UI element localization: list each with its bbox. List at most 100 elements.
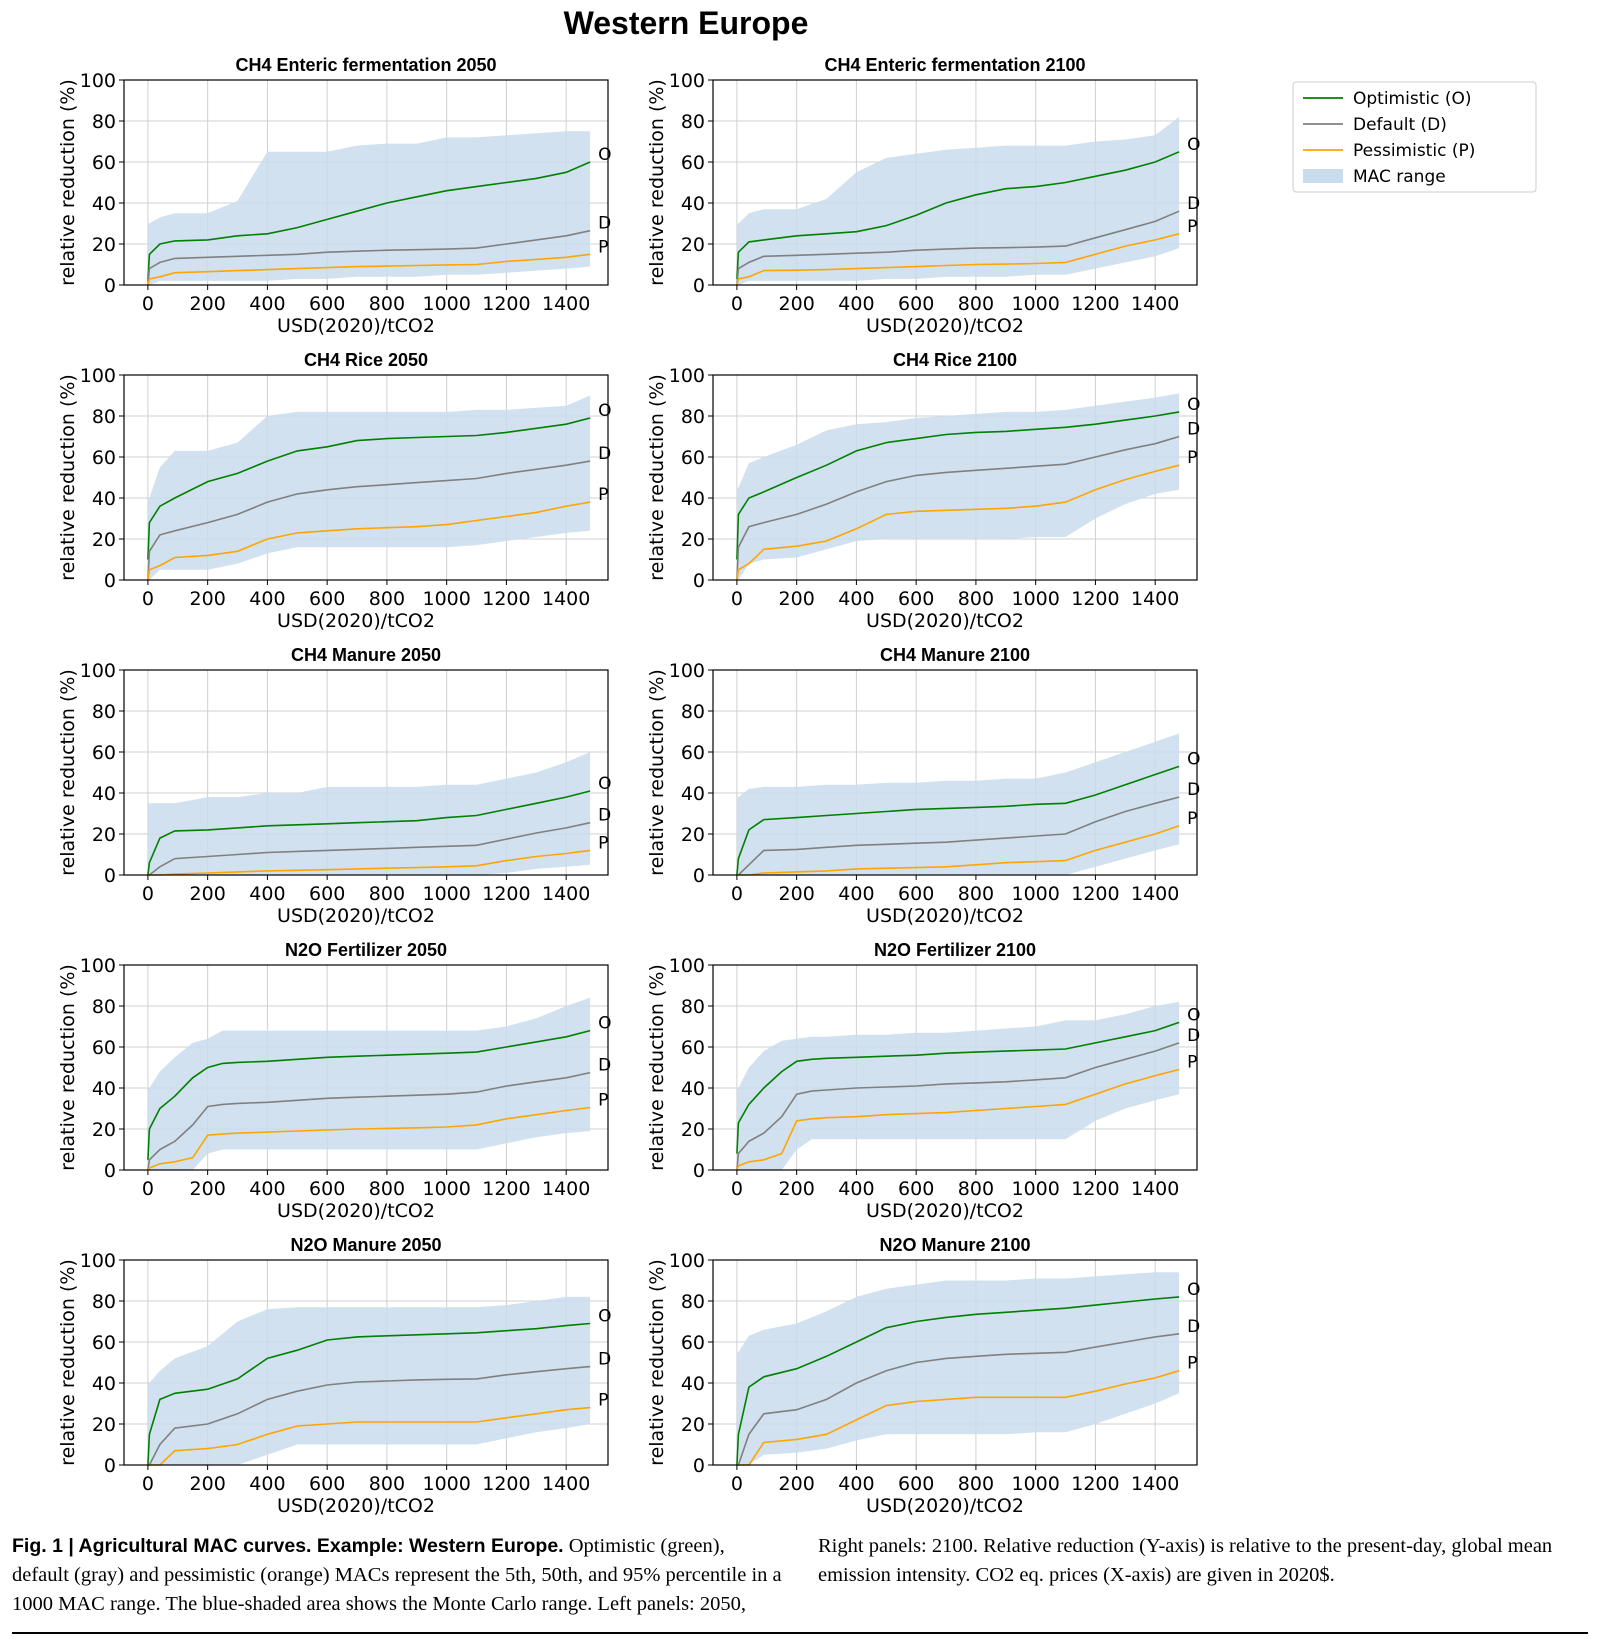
x-tick-label: 400: [838, 588, 874, 610]
y-tick-label: 0: [693, 865, 705, 887]
y-axis-label: relative reduction (%): [57, 669, 79, 876]
series-line: [736, 464, 1180, 581]
series-end-label: P: [598, 237, 608, 257]
series-line: [147, 460, 591, 581]
figure-suptitle: Western Europe: [564, 5, 809, 41]
x-tick-label: 400: [838, 883, 874, 905]
panel-title: CH4 Manure 2100: [880, 645, 1030, 665]
y-axis-label: relative reduction (%): [646, 374, 668, 581]
bottom-rule: [12, 1632, 1588, 1634]
y-tick-label: 0: [104, 865, 116, 887]
x-tick-label: 200: [190, 883, 226, 905]
series-line: [147, 790, 591, 876]
series-line: [736, 1021, 1180, 1154]
series-line: [736, 825, 1180, 876]
mac-range-band: [736, 1272, 1180, 1465]
series-end-label: D: [1187, 420, 1200, 440]
panel-title: N2O Manure 2100: [879, 1235, 1030, 1255]
axes-frame: [123, 964, 609, 1171]
y-tick-label: 20: [681, 234, 705, 256]
y-tick-label: 100: [669, 70, 705, 92]
series-end-label: O: [1187, 395, 1200, 415]
series-end-label: P: [1187, 1053, 1197, 1073]
series-end-label: D: [1187, 1026, 1200, 1046]
panel-title: CH4 Manure 2050: [291, 645, 441, 665]
x-axis-label: USD(2020)/tCO2: [866, 610, 1024, 632]
y-tick-label: 20: [681, 1119, 705, 1141]
x-axis-label: USD(2020)/tCO2: [866, 315, 1024, 337]
y-tick-label: 100: [669, 660, 705, 682]
y-tick-label: 40: [92, 783, 116, 805]
y-tick-label: 80: [92, 111, 116, 133]
x-tick-label: 200: [190, 588, 226, 610]
x-tick-label: 1400: [542, 588, 590, 610]
series-end-label: D: [598, 1350, 611, 1370]
panel-title: CH4 Rice 2050: [304, 350, 428, 370]
axes-frame: [123, 669, 609, 876]
y-tick-label: 100: [80, 660, 116, 682]
panel-title: CH4 Rice 2100: [893, 350, 1017, 370]
mac-range-band: [147, 997, 591, 1170]
legend-label: Pessimistic (P): [1353, 141, 1475, 161]
y-tick-label: 60: [92, 742, 116, 764]
x-tick-label: 1400: [542, 1178, 590, 1200]
series-line: [147, 501, 591, 581]
y-tick-label: 80: [681, 406, 705, 428]
x-tick-label: 1400: [1131, 1473, 1179, 1495]
series-end-label: D: [1187, 780, 1200, 800]
y-tick-label: 100: [669, 955, 705, 977]
y-tick-label: 0: [104, 1455, 116, 1477]
x-tick-label: 800: [958, 883, 994, 905]
y-tick-label: 20: [92, 1119, 116, 1141]
series-end-label: D: [1187, 1317, 1200, 1337]
panel-title: N2O Manure 2050: [290, 1235, 441, 1255]
y-axis-label: relative reduction (%): [646, 669, 668, 876]
y-tick-label: 100: [80, 365, 116, 387]
x-tick-label: 0: [731, 1473, 743, 1495]
x-tick-label: 1000: [1011, 293, 1059, 315]
x-tick-label: 200: [779, 883, 815, 905]
y-tick-label: 60: [92, 152, 116, 174]
series-line: [147, 1071, 591, 1171]
x-axis-label: USD(2020)/tCO2: [866, 1200, 1024, 1222]
x-tick-label: 1000: [1011, 588, 1059, 610]
x-tick-label: 600: [898, 1178, 934, 1200]
series-end-label: D: [598, 444, 611, 464]
x-tick-label: 1200: [482, 293, 530, 315]
series-line: [736, 1369, 1180, 1466]
x-tick-label: 600: [309, 883, 345, 905]
y-tick-label: 100: [80, 955, 116, 977]
axes-frame: [712, 374, 1198, 581]
x-tick-label: 800: [958, 588, 994, 610]
y-tick-label: 60: [92, 1332, 116, 1354]
series-line: [147, 1406, 591, 1466]
x-tick-label: 0: [731, 1178, 743, 1200]
x-axis-label: USD(2020)/tCO2: [866, 1495, 1024, 1517]
axes-frame: [123, 374, 609, 581]
x-tick-label: 1200: [482, 1473, 530, 1495]
y-tick-label: 60: [681, 1037, 705, 1059]
x-tick-label: 1200: [1071, 1178, 1119, 1200]
y-tick-label: 80: [92, 406, 116, 428]
x-tick-label: 0: [731, 883, 743, 905]
panel-title: CH4 Enteric fermentation 2050: [235, 55, 496, 75]
x-tick-label: 400: [249, 1473, 285, 1495]
y-tick-label: 40: [681, 783, 705, 805]
x-tick-label: 1000: [1011, 883, 1059, 905]
y-tick-label: 40: [681, 193, 705, 215]
x-tick-label: 600: [309, 588, 345, 610]
y-axis-label: relative reduction (%): [57, 374, 79, 581]
x-tick-label: 800: [369, 293, 405, 315]
series-line: [147, 253, 591, 286]
x-tick-label: 800: [369, 1178, 405, 1200]
x-tick-label: 1000: [422, 293, 470, 315]
mac-range-band: [736, 393, 1180, 580]
y-tick-label: 100: [669, 1250, 705, 1272]
x-tick-label: 1400: [1131, 883, 1179, 905]
x-tick-label: 1000: [422, 883, 470, 905]
x-tick-label: 200: [190, 1473, 226, 1495]
